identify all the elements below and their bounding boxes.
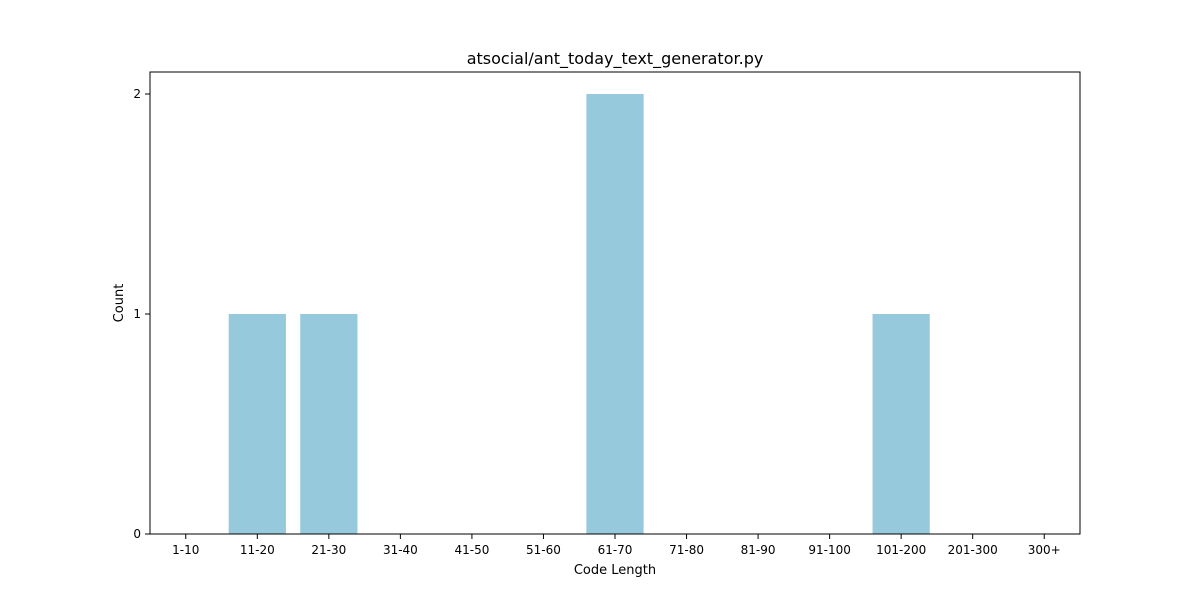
bar-101-200 bbox=[872, 314, 930, 534]
y-axis-label: Count bbox=[112, 284, 127, 323]
x-tick-label: 41-50 bbox=[454, 543, 489, 557]
y-tick-label: 2 bbox=[133, 87, 141, 101]
x-tick-label: 51-60 bbox=[526, 543, 561, 557]
x-tick-label: 1-10 bbox=[172, 543, 199, 557]
y-axis-ticks: 0 1 2 bbox=[133, 87, 150, 541]
x-tick-label: 81-90 bbox=[741, 543, 776, 557]
x-tick-label: 201-300 bbox=[948, 543, 998, 557]
bar-11-20 bbox=[228, 314, 286, 534]
bars-group bbox=[228, 94, 930, 534]
x-tick-label: 11-20 bbox=[240, 543, 275, 557]
x-tick-label: 71-80 bbox=[669, 543, 704, 557]
x-tick-label: 300+ bbox=[1028, 543, 1061, 557]
plot-frame bbox=[149, 71, 1081, 535]
bar-21-30 bbox=[300, 314, 358, 534]
x-tick-label: 31-40 bbox=[383, 543, 418, 557]
x-tick-label: 91-100 bbox=[808, 543, 851, 557]
x-axis-label: Code Length bbox=[574, 563, 656, 578]
x-tick-label: 61-70 bbox=[598, 543, 633, 557]
bar-61-70 bbox=[586, 94, 644, 534]
x-tick-label: 21-30 bbox=[311, 543, 346, 557]
y-tick-label: 1 bbox=[133, 307, 141, 321]
x-tick-label: 101-200 bbox=[876, 543, 926, 557]
y-tick-label: 0 bbox=[133, 527, 141, 541]
x-axis-ticks: 1-10 11-20 21-30 31-40 41-50 51-60 61-70 71-80 8… bbox=[172, 534, 1061, 557]
chart-title: atsocial/ant_today_text_generator.py bbox=[467, 49, 764, 69]
